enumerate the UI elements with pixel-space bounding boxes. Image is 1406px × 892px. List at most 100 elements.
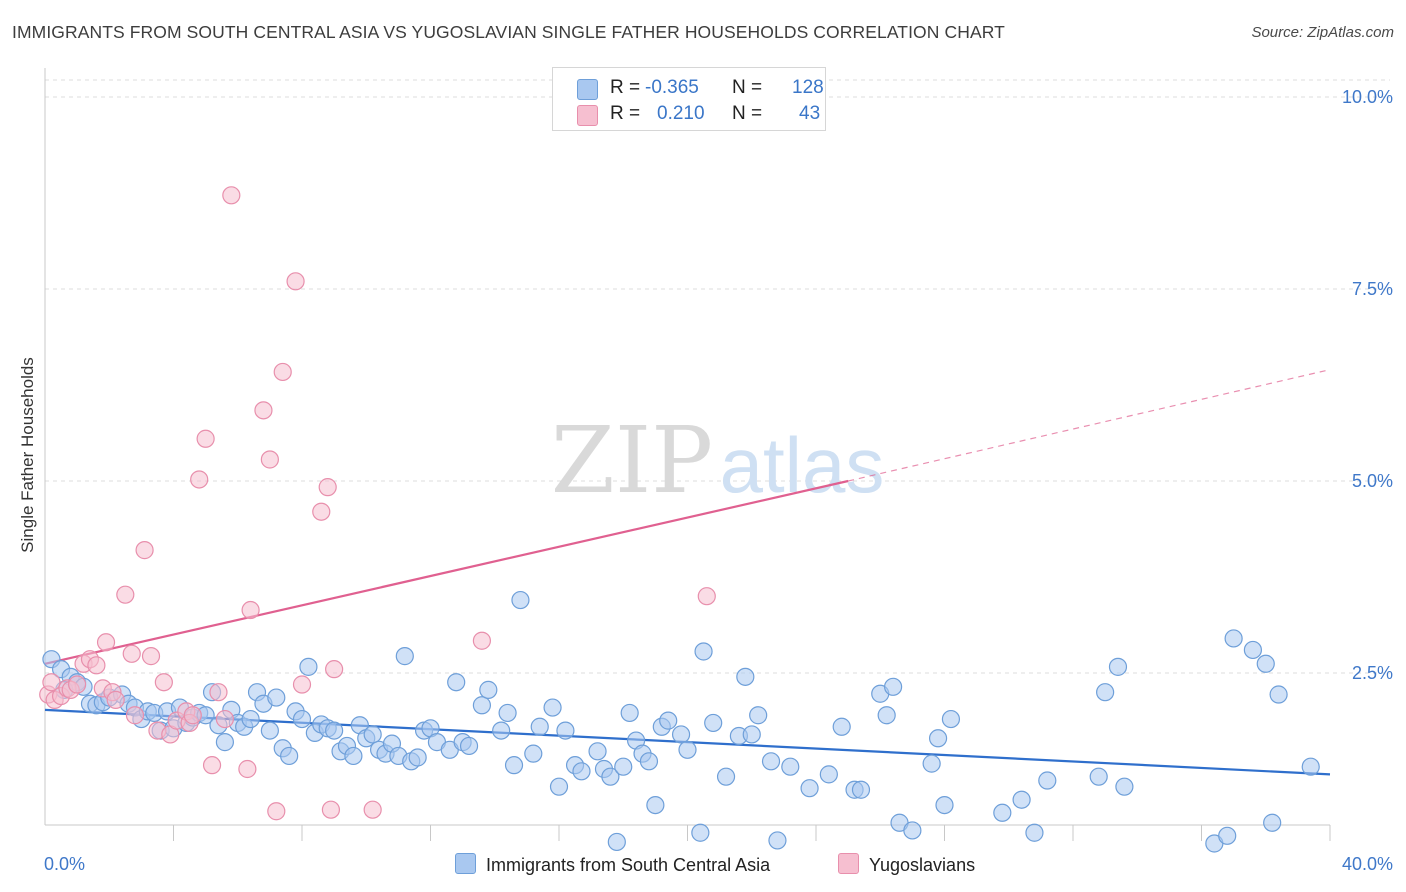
point-immigrants-south-central-asia xyxy=(659,711,678,730)
point-yugoslavians xyxy=(325,660,344,679)
y-tick-label: 10.0% xyxy=(1342,87,1393,107)
point-yugoslavians xyxy=(273,362,292,382)
correlation-legend: R = -0.365 N = 128 R = 0.210 N = 43 xyxy=(552,67,826,131)
point-immigrants-south-central-asia xyxy=(408,748,427,767)
point-immigrants-south-central-asia xyxy=(800,779,819,798)
point-immigrants-south-central-asia xyxy=(781,757,800,776)
point-yugoslavians xyxy=(183,706,202,725)
point-immigrants-south-central-asia xyxy=(1115,777,1134,796)
point-immigrants-south-central-asia xyxy=(935,795,954,815)
point-yugoslavians xyxy=(135,541,154,560)
point-yugoslavians xyxy=(238,759,257,779)
legend-r-value: 0.210 xyxy=(657,103,705,124)
point-yugoslavians xyxy=(312,502,331,521)
point-yugoslavians xyxy=(254,401,273,420)
point-immigrants-south-central-asia xyxy=(299,657,318,676)
trend-line-yugoslavians-extrapolated xyxy=(847,369,1331,482)
point-yugoslavians xyxy=(472,631,491,650)
gridlines xyxy=(45,79,1390,674)
point-immigrants-south-central-asia xyxy=(1089,767,1108,786)
point-immigrants-south-central-asia xyxy=(928,729,948,748)
point-immigrants-south-central-asia xyxy=(280,746,299,766)
y-tick-label: 2.5% xyxy=(1352,663,1393,683)
point-immigrants-south-central-asia xyxy=(832,717,851,736)
point-yugoslavians xyxy=(260,450,279,469)
point-immigrants-south-central-asia xyxy=(1224,629,1243,648)
point-yugoslavians xyxy=(190,470,209,489)
legend-n-label: N = xyxy=(732,77,763,98)
point-immigrants-south-central-asia xyxy=(292,709,312,729)
point-immigrants-south-central-asia xyxy=(556,721,575,740)
point-immigrants-south-central-asia xyxy=(716,767,736,786)
point-immigrants-south-central-asia xyxy=(620,703,639,723)
legend-n-label: N = xyxy=(732,103,763,124)
point-immigrants-south-central-asia xyxy=(395,647,414,666)
watermark: ZIP atlas xyxy=(551,407,884,514)
bottom-legend-label-blue: Immigrants from South Central Asia xyxy=(486,855,771,875)
point-immigrants-south-central-asia xyxy=(549,777,569,796)
point-immigrants-south-central-asia xyxy=(498,703,517,723)
point-immigrants-south-central-asia xyxy=(1218,826,1237,845)
y-axis-label: Single Father Households xyxy=(18,357,37,553)
point-immigrants-south-central-asia xyxy=(851,780,871,799)
point-yugoslavians xyxy=(241,600,260,620)
point-yugoslavians xyxy=(42,673,61,692)
point-immigrants-south-central-asia xyxy=(922,754,941,773)
point-immigrants-south-central-asia xyxy=(260,721,279,740)
point-immigrants-south-central-asia xyxy=(588,742,607,761)
point-immigrants-south-central-asia xyxy=(768,831,787,850)
watermark-zip: ZIP xyxy=(551,407,713,514)
legend-n-value: 128 xyxy=(792,77,824,98)
watermark-atlas: atlas xyxy=(720,421,885,509)
point-immigrants-south-central-asia xyxy=(325,721,344,740)
point-immigrants-south-central-asia xyxy=(479,680,498,699)
point-yugoslavians xyxy=(321,800,341,819)
point-yugoslavians xyxy=(87,656,106,675)
point-immigrants-south-central-asia xyxy=(530,717,549,736)
point-yugoslavians xyxy=(196,429,215,448)
point-immigrants-south-central-asia xyxy=(678,740,697,759)
point-immigrants-south-central-asia xyxy=(903,821,922,840)
point-immigrants-south-central-asia xyxy=(601,767,620,786)
point-yugoslavians xyxy=(154,673,173,692)
legend-r-value: -0.365 xyxy=(645,77,699,98)
point-immigrants-south-central-asia xyxy=(1012,790,1031,809)
point-immigrants-south-central-asia xyxy=(614,757,633,776)
point-immigrants-south-central-asia xyxy=(749,706,768,725)
bottom-legend-pink: Yugoslavians xyxy=(838,853,975,876)
point-immigrants-south-central-asia xyxy=(819,765,838,784)
point-immigrants-south-central-asia xyxy=(241,709,260,729)
source-label: Source: ZipAtlas.com xyxy=(1251,24,1394,41)
x-tick-label: 40.0% xyxy=(1342,854,1393,874)
point-immigrants-south-central-asia xyxy=(646,795,665,815)
point-yugoslavians xyxy=(215,709,234,729)
point-immigrants-south-central-asia xyxy=(267,688,286,707)
point-yugoslavians xyxy=(209,683,228,702)
point-yugoslavians xyxy=(318,478,337,497)
point-yugoslavians xyxy=(292,675,312,694)
point-yugoslavians xyxy=(141,647,161,666)
point-yugoslavians xyxy=(697,587,716,606)
point-immigrants-south-central-asia xyxy=(704,713,723,733)
point-yugoslavians xyxy=(68,675,87,694)
tick-labels: 2.5% 5.0% 7.5% 10.0% 0.0% 40.0% xyxy=(44,87,1393,874)
bottom-legend-swatch-blue xyxy=(455,853,476,874)
point-immigrants-south-central-asia xyxy=(492,721,511,740)
point-immigrants-south-central-asia xyxy=(572,762,591,781)
point-yugoslavians xyxy=(286,272,305,291)
point-immigrants-south-central-asia xyxy=(671,725,691,744)
point-immigrants-south-central-asia xyxy=(883,677,903,696)
point-yugoslavians xyxy=(122,644,141,663)
point-immigrants-south-central-asia xyxy=(877,706,896,725)
point-yugoslavians xyxy=(96,633,116,652)
point-yugoslavians xyxy=(222,186,241,205)
point-yugoslavians xyxy=(202,756,222,775)
bottom-legend-blue: Immigrants from South Central Asia xyxy=(455,853,770,876)
data-points xyxy=(39,186,1320,853)
point-immigrants-south-central-asia xyxy=(1243,640,1263,660)
point-immigrants-south-central-asia xyxy=(1108,657,1128,676)
point-immigrants-south-central-asia xyxy=(1256,654,1275,673)
legend-r-label: R = xyxy=(610,103,641,124)
point-immigrants-south-central-asia xyxy=(344,746,363,766)
